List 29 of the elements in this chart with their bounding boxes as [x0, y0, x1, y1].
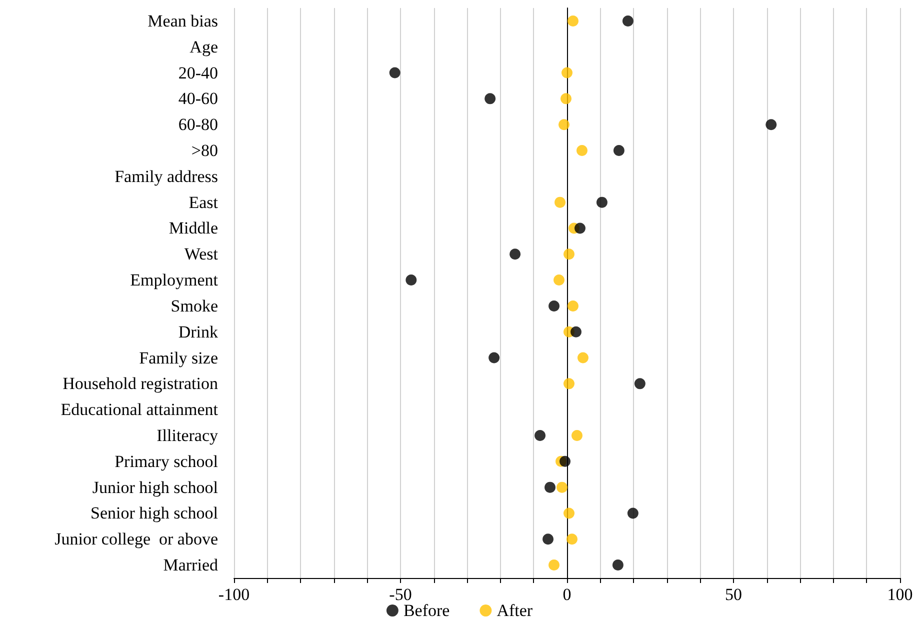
y-tick-label: >80 [191, 141, 218, 160]
y-tick-label: Drink [178, 322, 218, 342]
y-tick-label: Educational attainment [60, 400, 218, 420]
x-tick-label: -50 [389, 585, 412, 604]
y-tick-label: Family address [114, 166, 218, 186]
y-tick-label: Primary school [114, 452, 218, 471]
x-tick-label: -100 [218, 585, 250, 604]
y-tick-label: East [188, 192, 218, 212]
y-tick-label: 20-40 [178, 63, 218, 82]
x-tick-label: 50 [725, 585, 742, 604]
y-tick-label: Age [190, 37, 218, 56]
x-tick-label: 100 [887, 585, 913, 604]
x-tick-label: 0 [562, 585, 572, 604]
y-tick-label: 60-80 [178, 115, 218, 134]
y-tick-label: Mean bias [148, 11, 218, 30]
y-tick-label: Junior college or above [54, 530, 218, 549]
legend-label: After [496, 601, 533, 620]
y-tick-label: Smoke [170, 296, 218, 316]
y-tick-label: 40-60 [178, 89, 218, 108]
y-tick-label: Junior high school [92, 478, 218, 497]
y-tick-label: Household registration [62, 374, 218, 394]
y-tick-label: Middle [168, 218, 218, 238]
y-tick-label: Family size [139, 348, 218, 368]
y-tick-label: Senior high school [90, 504, 218, 523]
y-tick-label: West [184, 244, 218, 264]
legend-label: Before [403, 601, 450, 620]
y-tick-label: Married [163, 556, 218, 575]
y-tick-label: Illiteracy [156, 426, 218, 445]
y-tick-label: Employment [130, 270, 218, 290]
